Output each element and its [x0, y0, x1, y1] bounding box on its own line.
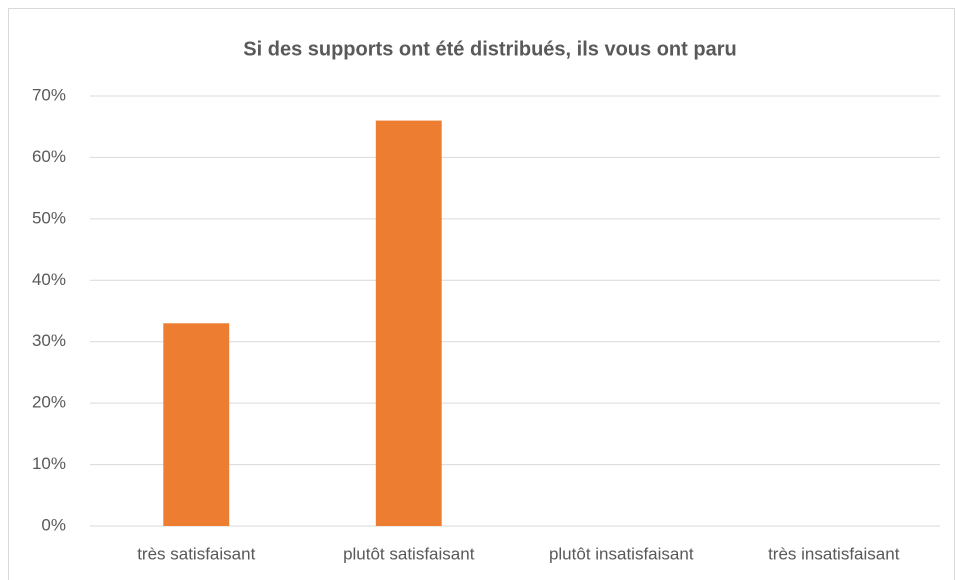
- y-tick-label: 70%: [32, 85, 66, 104]
- chart-border: [8, 8, 955, 580]
- y-tick-label: 20%: [32, 393, 66, 412]
- x-tick-label: très satisfaisant: [137, 544, 255, 563]
- x-tick-label: plutôt insatisfaisant: [549, 544, 694, 563]
- x-tick-label: plutôt satisfaisant: [343, 544, 475, 563]
- bar: [375, 120, 442, 527]
- y-tick-label: 50%: [32, 208, 66, 227]
- y-tick-label: 40%: [32, 270, 66, 289]
- y-tick-label: 10%: [32, 454, 66, 473]
- bar: [163, 323, 230, 526]
- y-tick-label: 60%: [32, 147, 66, 166]
- x-tick-label: très insatisfaisant: [768, 544, 900, 563]
- y-tick-label: 30%: [32, 331, 66, 350]
- y-tick-label: 0%: [41, 515, 66, 534]
- chart-title: Si des supports ont été distribués, ils …: [243, 38, 736, 60]
